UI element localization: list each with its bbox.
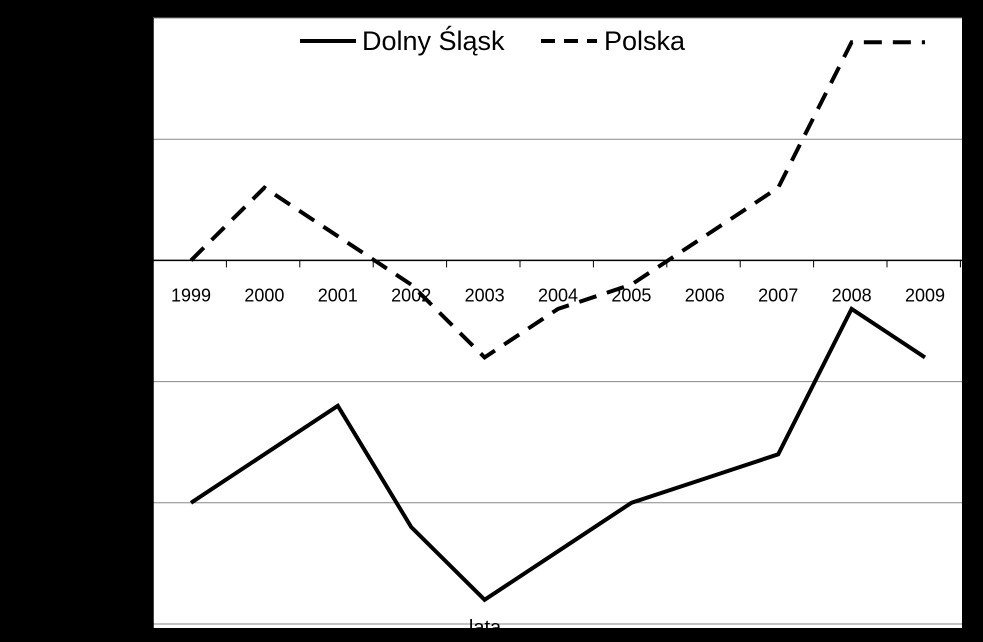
x-tick-label: 2008 — [832, 285, 872, 305]
x-tick-label: 2001 — [318, 285, 358, 305]
x-tick-label: 2003 — [465, 285, 505, 305]
x-tick-label: 2000 — [244, 285, 284, 305]
x-axis-title: lata — [469, 617, 502, 639]
x-tick-label: 2005 — [611, 285, 651, 305]
x-tick-label: 2007 — [758, 285, 798, 305]
x-tick-label: 2002 — [391, 285, 431, 305]
x-tick-label: 2006 — [685, 285, 725, 305]
gridlines — [147, 17, 962, 628]
x-axis: 1999 2000 2001 2002 2003 2004 2005 2006 2007 2008… — [152, 259, 962, 305]
x-tick-label: 1999 — [171, 285, 211, 305]
x-tick-label: 2009 — [905, 285, 945, 305]
x-tick-label: 2004 — [538, 285, 578, 305]
legend: Dolny Śląsk Polska — [300, 24, 686, 56]
plot-area — [153, 18, 962, 628]
series-lines — [189, 40, 927, 603]
legend-label: Polska — [604, 26, 686, 56]
legend-label: Dolny Śląsk — [362, 24, 505, 56]
